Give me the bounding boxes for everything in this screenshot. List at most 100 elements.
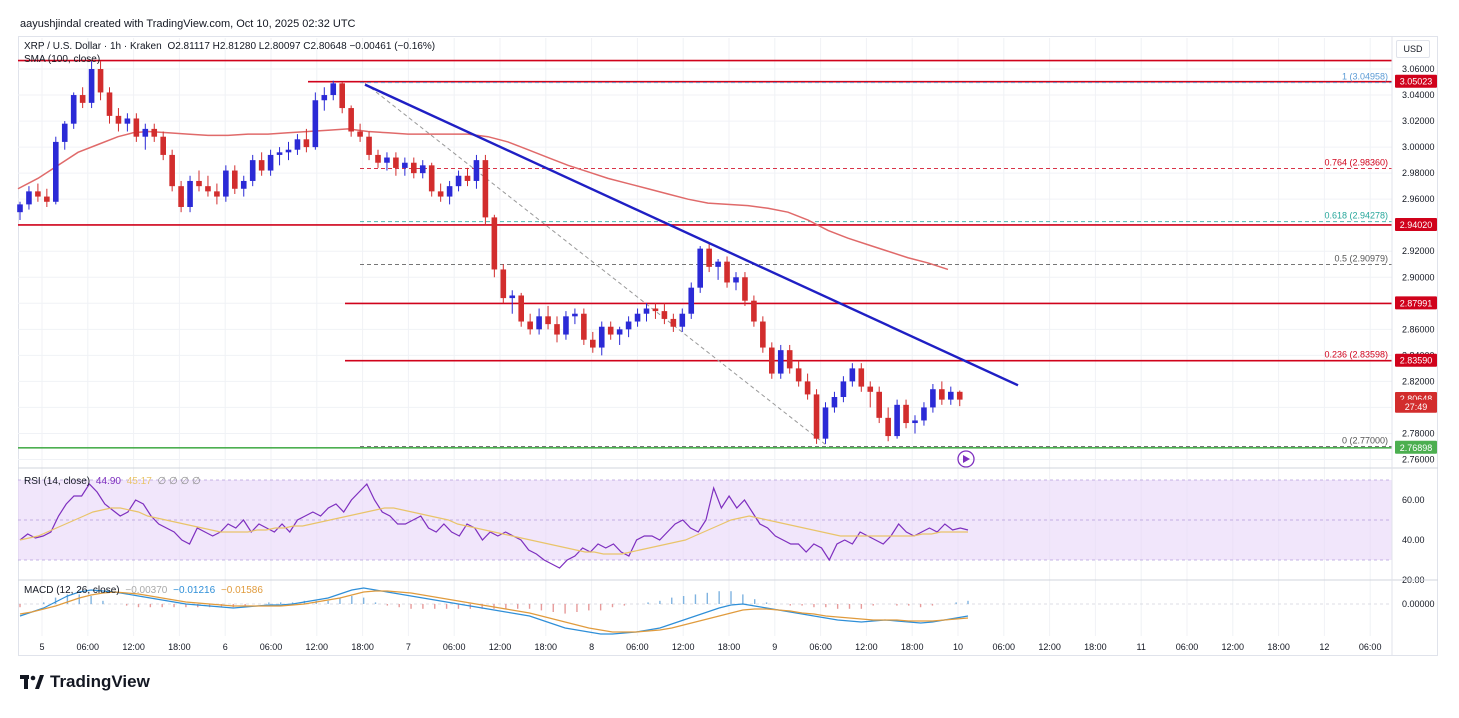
time-tick-12: 8 (589, 642, 594, 652)
candle-body-96 (876, 391, 882, 418)
trendline (364, 83, 1019, 387)
candle-body-21 (205, 186, 211, 192)
fib-label-2: 0.618 (2.94278) (1324, 211, 1388, 221)
candle-body-35 (330, 83, 337, 96)
time-tick-16: 9 (772, 642, 777, 652)
rsi-label: RSI (14, close) (24, 476, 91, 487)
chart-caption: aayushjindal created with TradingView.co… (20, 18, 356, 30)
candle-body-46 (428, 165, 435, 192)
time-tick-23: 18:00 (1084, 642, 1107, 652)
candle-body-2 (35, 191, 41, 197)
fibonacci-layer: 1 (3.04958) 0.764 (2.98360) 0.618 (2.94278… (360, 72, 1392, 447)
price-label-2: 2.87991 (1400, 298, 1433, 308)
candle-body-95 (867, 386, 874, 392)
candle-body-101 (921, 407, 927, 421)
candle-body-26 (249, 160, 256, 181)
time-tick-27: 18:00 (1267, 642, 1290, 652)
time-tick-19: 18:00 (901, 642, 924, 652)
macd-label: MACD (12, 26, close) (24, 585, 120, 596)
candle-body-25 (240, 180, 247, 189)
time-tick-2: 12:00 (122, 642, 145, 652)
candle-body-97 (885, 417, 891, 437)
price-label-1: 2.94020 (1400, 220, 1433, 230)
candle-body-80 (733, 277, 739, 283)
time-tick-17: 06:00 (809, 642, 832, 652)
tradingview-wordmark: TradingView (50, 672, 150, 691)
candle-body-33 (312, 100, 319, 148)
replay-icon (957, 450, 975, 468)
time-tick-10: 12:00 (489, 642, 512, 652)
price-label-bg-0 (1395, 74, 1437, 88)
time-tick-18: 12:00 (855, 642, 878, 652)
candle-body-8 (88, 69, 95, 103)
candle-body-49 (455, 175, 462, 187)
fib-label-5: 0 (2.77000) (1342, 435, 1388, 445)
candle-body-66 (607, 326, 614, 335)
candle-body-47 (437, 191, 444, 197)
price-tick-15: 2.76000 (1402, 454, 1435, 464)
candle-body-73 (670, 318, 677, 327)
candle-body-81 (742, 277, 748, 301)
macd-line (19, 587, 969, 635)
price-tick-14: 2.78000 (1402, 428, 1435, 438)
candle-body-51 (473, 160, 480, 181)
fib-diagonal (364, 82, 829, 447)
candle-body-90 (822, 407, 829, 439)
candle-body-18 (178, 186, 184, 207)
candle-body-43 (402, 162, 408, 168)
candle-body-40 (375, 154, 381, 163)
price-tick-3: 3.00000 (1402, 142, 1435, 152)
fib-label-3: 0.5 (2.90979) (1334, 254, 1388, 264)
price-tick-7: 2.92000 (1402, 246, 1435, 256)
candle-body-45 (419, 165, 426, 174)
candle-body-79 (724, 261, 730, 283)
candle-body-89 (813, 394, 820, 439)
candle-body-32 (303, 139, 310, 148)
candle-body-59 (545, 316, 551, 325)
candle-body-41 (384, 157, 390, 163)
price-label-6: 2.76898 (1400, 443, 1433, 453)
candle-body-104 (948, 391, 954, 400)
rsi-legend: RSI (14, close) 44.90 45.17 ∅ ∅ ∅ ∅ (24, 476, 201, 487)
candle-body-70 (643, 308, 650, 314)
candle-body-23 (223, 170, 229, 197)
macd-signal-value: −0.01586 (220, 585, 263, 596)
candle-body-68 (625, 321, 632, 330)
candle-body-102 (930, 389, 936, 408)
candle-body-72 (661, 311, 668, 319)
replay-icon-arrow (963, 455, 970, 463)
candle-body-50 (464, 175, 471, 181)
price-label-4: 2.80648 (1400, 394, 1433, 404)
price-tick-8: 2.90000 (1402, 272, 1435, 282)
currency-badge[interactable]: USD (1396, 40, 1430, 58)
price-label-bg-5 (1395, 399, 1437, 413)
candle-body-36 (339, 83, 345, 109)
candle-body-5 (61, 123, 68, 142)
candle-body-76 (697, 248, 703, 288)
candle-body-4 (53, 141, 59, 202)
candle-body-37 (348, 108, 354, 132)
candle-body-78 (715, 261, 721, 267)
candle-body-15 (151, 128, 158, 137)
rsi-dots: ∅ ∅ ∅ ∅ (157, 476, 201, 487)
candle-body-86 (786, 350, 793, 369)
candle-body-65 (598, 326, 605, 348)
candle-body-94 (858, 368, 865, 387)
rsi-tick-0: 60.00 (1402, 495, 1425, 505)
candle-body-64 (590, 339, 596, 348)
tradingview-logo[interactable]: TradingView (20, 672, 150, 692)
horizontal-lines-layer (18, 59, 1392, 449)
price-tick-4: 2.98000 (1402, 168, 1435, 178)
fib-label-4: 0.236 (2.83598) (1324, 350, 1388, 360)
candle-body-12 (124, 118, 131, 124)
candle-body-1 (26, 191, 32, 205)
time-tick-3: 18:00 (168, 642, 191, 652)
candle-body-55 (509, 295, 516, 299)
price-tick-12: 2.82000 (1402, 376, 1435, 386)
price-label-5: 27:49 (1405, 402, 1428, 412)
rsi-line (19, 482, 969, 569)
candle-body-98 (894, 404, 900, 437)
fib-label-0: 1 (3.04958) (1342, 72, 1388, 82)
